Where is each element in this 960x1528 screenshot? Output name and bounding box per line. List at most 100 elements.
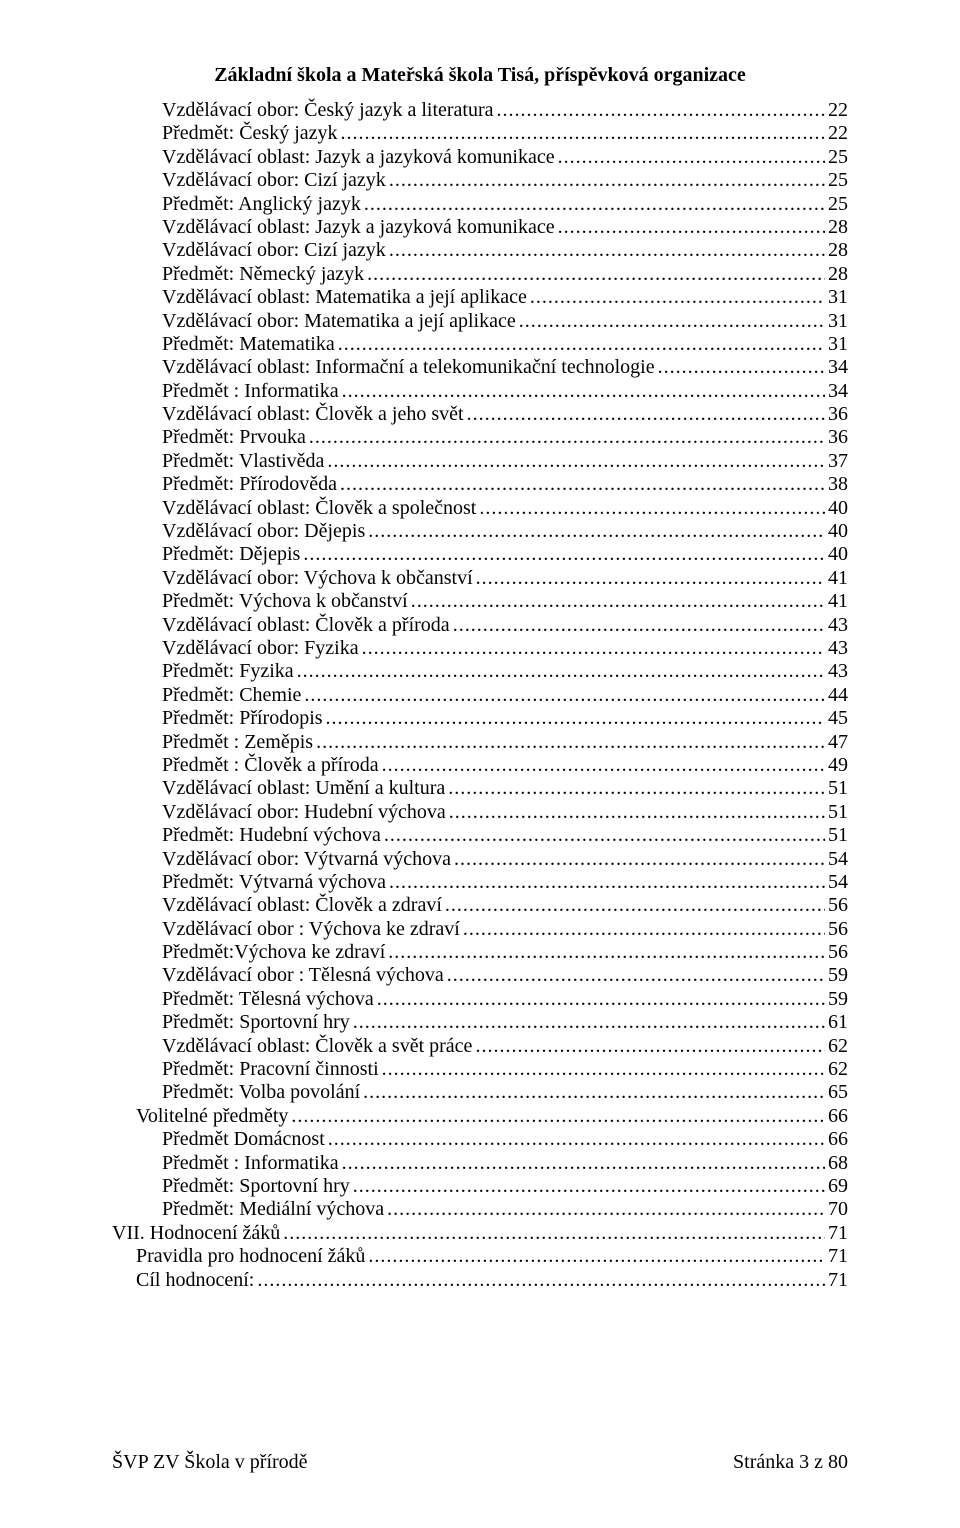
- toc-label: Předmět: Německý jazyk: [162, 263, 364, 286]
- toc-leader: ........................................…: [363, 1081, 825, 1104]
- toc-row: Vzdělávací oblast: Umění a kultura......…: [112, 777, 848, 800]
- toc-leader: ........................................…: [558, 216, 825, 239]
- toc-page-number: 34: [828, 380, 848, 403]
- toc-page-number: 22: [828, 122, 848, 145]
- toc-row: Předmět Domácnost.......................…: [112, 1128, 848, 1151]
- toc-row: Předmět: Matematika.....................…: [112, 333, 848, 356]
- toc-leader: ........................................…: [519, 310, 825, 333]
- toc-row: Vzdělávací obor: Výtvarná výchova.......…: [112, 848, 848, 871]
- page-footer: ŠVP ZV Škola v přírodě Stránka 3 z 80: [112, 1451, 848, 1474]
- toc-leader: ........................................…: [328, 1128, 825, 1151]
- toc-page-number: 36: [828, 426, 848, 449]
- toc-leader: ........................................…: [257, 1269, 825, 1292]
- toc-label: Předmět: Sportovní hry: [162, 1011, 350, 1034]
- table-of-contents: Vzdělávací obor: Český jazyk a literatur…: [112, 99, 848, 1292]
- toc-row: Předmět: Výtvarná výchova...............…: [112, 871, 848, 894]
- toc-label: Vzdělávací oblast: Matematika a její apl…: [162, 286, 527, 309]
- toc-page-number: 31: [828, 333, 848, 356]
- toc-leader: ........................................…: [341, 122, 825, 145]
- toc-leader: ........................................…: [389, 871, 825, 894]
- toc-label: Předmět: Pracovní činnosti: [162, 1058, 379, 1081]
- toc-leader: ........................................…: [530, 286, 825, 309]
- toc-leader: ........................................…: [558, 146, 825, 169]
- toc-page-number: 31: [828, 286, 848, 309]
- toc-label: Vzdělávací obor: Výtvarná výchova: [162, 848, 451, 871]
- toc-label: Vzdělávací obor: Fyzika: [162, 637, 359, 660]
- toc-row: Pravidla pro hodnocení žáků.............…: [112, 1245, 848, 1268]
- toc-row: Vzdělávací obor : Tělesná výchova.......…: [112, 964, 848, 987]
- toc-label: Předmět : Informatika: [162, 1152, 339, 1175]
- toc-label: Cíl hodnocení:: [136, 1269, 254, 1292]
- toc-page-number: 28: [828, 263, 848, 286]
- toc-page-number: 31: [828, 310, 848, 333]
- toc-leader: ........................................…: [388, 941, 825, 964]
- toc-label: Volitelné předměty: [136, 1105, 288, 1128]
- toc-page-number: 37: [828, 450, 848, 473]
- toc-row: Předmět: Fyzika.........................…: [112, 660, 848, 683]
- toc-row: Vzdělávací oblast: Jazyk a jazyková komu…: [112, 216, 848, 239]
- toc-page-number: 28: [828, 239, 848, 262]
- toc-label: Vzdělávací obor: Cizí jazyk: [162, 169, 386, 192]
- toc-page-number: 66: [828, 1128, 848, 1151]
- toc-label: Vzdělávací oblast: Jazyk a jazyková komu…: [162, 216, 555, 239]
- toc-leader: ........................................…: [463, 918, 825, 941]
- toc-row: Vzdělávací oblast: Informační a telekomu…: [112, 356, 848, 379]
- toc-label: Předmět: Fyzika: [162, 660, 294, 683]
- toc-label: Předmět: Anglický jazyk: [162, 193, 361, 216]
- toc-leader: ........................................…: [303, 543, 825, 566]
- toc-leader: ........................................…: [353, 1011, 825, 1034]
- toc-leader: ........................................…: [368, 520, 825, 543]
- toc-label: Vzdělávací obor: Český jazyk a literatur…: [162, 99, 494, 122]
- toc-leader: ........................................…: [368, 1245, 825, 1268]
- toc-label: Předmět: Přírodopis: [162, 707, 323, 730]
- toc-row: Předmět: Prvouka........................…: [112, 426, 848, 449]
- toc-page-number: 56: [828, 941, 848, 964]
- toc-label: Předmět: Tělesná výchova: [162, 988, 374, 1011]
- toc-row: Předmět: Dějepis........................…: [112, 543, 848, 566]
- toc-leader: ........................................…: [340, 473, 825, 496]
- toc-row: Vzdělávací obor: Matematika a její aplik…: [112, 310, 848, 333]
- toc-label: Vzdělávací oblast: Člověk a zdraví: [162, 894, 442, 917]
- toc-label: Vzdělávací oblast: Člověk a společnost: [162, 497, 476, 520]
- toc-page-number: 40: [828, 543, 848, 566]
- toc-label: Vzdělávací oblast: Člověk a svět práce: [162, 1035, 472, 1058]
- toc-row: Předmět: Německý jazyk..................…: [112, 263, 848, 286]
- footer-left: ŠVP ZV Škola v přírodě: [112, 1451, 308, 1474]
- toc-leader: ........................................…: [384, 824, 825, 847]
- toc-row: Volitelné předměty......................…: [112, 1105, 848, 1128]
- toc-page-number: 59: [828, 964, 848, 987]
- toc-label: Vzdělávací obor: Dějepis: [162, 520, 365, 543]
- toc-leader: ........................................…: [304, 684, 825, 707]
- toc-page-number: 45: [828, 707, 848, 730]
- toc-page-number: 62: [828, 1035, 848, 1058]
- toc-row: Vzdělávací obor: Cizí jazyk.............…: [112, 239, 848, 262]
- toc-leader: ........................................…: [467, 403, 825, 426]
- toc-label: Předmět: Výchova k občanství: [162, 590, 408, 613]
- toc-leader: ........................................…: [411, 590, 825, 613]
- toc-row: Vzdělávací oblast: Člověk a společnost..…: [112, 497, 848, 520]
- toc-leader: ........................................…: [367, 263, 825, 286]
- toc-label: Vzdělávací oblast: Umění a kultura: [162, 777, 445, 800]
- toc-label: Vzdělávací obor: Matematika a její aplik…: [162, 310, 516, 333]
- toc-label: VII. Hodnocení žáků: [112, 1222, 280, 1245]
- toc-page-number: 71: [828, 1222, 848, 1245]
- toc-leader: ........................................…: [353, 1175, 825, 1198]
- toc-row: Předmět: Chemie.........................…: [112, 684, 848, 707]
- toc-row: VII. Hodnocení žáků.....................…: [112, 1222, 848, 1245]
- toc-label: Předmět: Hudební výchova: [162, 824, 381, 847]
- toc-leader: ........................................…: [389, 169, 825, 192]
- toc-label: Předmět: Český jazyk: [162, 122, 338, 145]
- toc-row: Vzdělávací oblast: Člověk a zdraví......…: [112, 894, 848, 917]
- toc-page-number: 47: [828, 731, 848, 754]
- toc-row: Předmět: Tělesná výchova................…: [112, 988, 848, 1011]
- toc-leader: ........................................…: [309, 426, 825, 449]
- toc-leader: ........................................…: [658, 356, 825, 379]
- toc-label: Předmět: Mediální výchova: [162, 1198, 384, 1221]
- toc-page-number: 44: [828, 684, 848, 707]
- toc-label: Předmět : Zeměpis: [162, 731, 313, 754]
- toc-page-number: 41: [828, 590, 848, 613]
- toc-leader: ........................................…: [362, 637, 825, 660]
- toc-row: Vzdělávací obor: Fyzika.................…: [112, 637, 848, 660]
- toc-row: Předmět: Hudební výchova................…: [112, 824, 848, 847]
- toc-leader: ........................................…: [382, 1058, 825, 1081]
